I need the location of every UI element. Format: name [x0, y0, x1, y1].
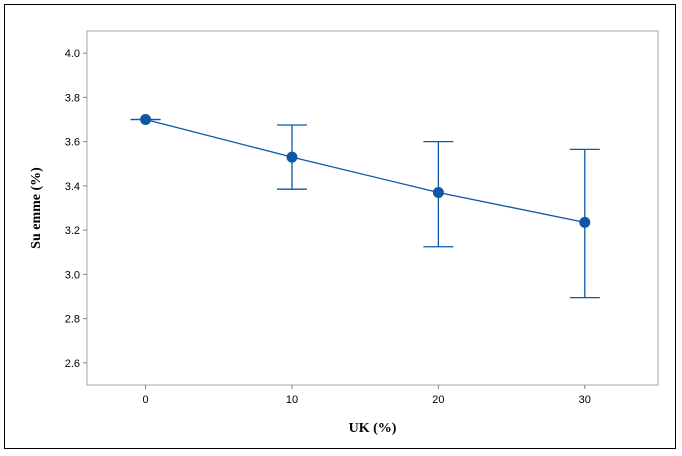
figure-frame: 2.6 2.8 3.0 3.2 3.4 3.6 3.8 4.0 0 10 20 30 UK (%) …	[4, 4, 676, 449]
y-tick-label: 2.6	[65, 358, 80, 370]
plot-area	[86, 30, 659, 386]
y-axis: 2.6 2.8 3.0 3.2 3.4 3.6 3.8 4.0	[65, 48, 87, 370]
x-tick-label: 20	[432, 394, 444, 406]
y-tick-label: 3.8	[65, 92, 80, 104]
y-tick-label: 3.4	[65, 181, 80, 193]
data-point	[432, 187, 444, 199]
series-line	[145, 118, 585, 224]
chart: 2.62.83.03.23.43.63.84.0 0 10 20 30 UK (%) …	[29, 30, 659, 436]
x-tick-label: 30	[579, 394, 591, 406]
x-axis-title: UK (%)	[349, 421, 397, 436]
y-tick-label: 2.8	[65, 314, 80, 326]
x-axis: 0 10 20 30	[143, 385, 591, 406]
series-layer	[130, 114, 600, 299]
x-tick-label: 0	[143, 394, 149, 406]
data-point	[286, 151, 298, 163]
y-tick-label: 3.2	[65, 225, 80, 237]
y-tick-label: 3.6	[65, 137, 80, 149]
y-tick-label: 4.0	[65, 48, 80, 60]
x-tick-label: 10	[286, 394, 298, 406]
data-point	[579, 216, 591, 228]
y-axis-title: Su emme (%)	[29, 167, 44, 249]
y-tick-label: 3.0	[65, 269, 80, 281]
data-point	[140, 114, 152, 125]
